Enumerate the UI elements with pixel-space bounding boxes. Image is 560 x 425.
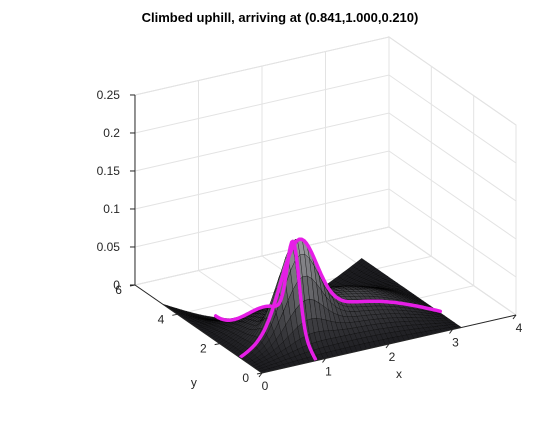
chart-title: Climbed uphill, arriving at (0.841,1.000… [0, 10, 560, 25]
y-axis-label: y [191, 376, 197, 390]
x-tick-label: 3 [452, 336, 459, 350]
z-tick-label: 0.15 [97, 164, 121, 178]
y-tick [172, 314, 177, 315]
x-tick-label: 1 [325, 365, 332, 379]
x-axis-label: x [396, 367, 402, 381]
y-tick-label: 4 [158, 312, 165, 326]
z-tick-label: 0.1 [103, 202, 120, 216]
z-tick-label: 0 [113, 278, 120, 292]
y-tick-label: 2 [200, 342, 207, 356]
z-tick-label: 0.25 [97, 88, 121, 102]
y-tick [215, 344, 220, 345]
x-tick-label: 4 [516, 321, 523, 335]
x-tick-label: 0 [262, 379, 269, 393]
y-tick-label: 0 [242, 371, 249, 385]
x-tick-label: 2 [389, 350, 396, 364]
side-pane [389, 37, 516, 315]
z-tick-label: 0.05 [97, 240, 121, 254]
z-tick-label: 0.2 [103, 126, 120, 140]
